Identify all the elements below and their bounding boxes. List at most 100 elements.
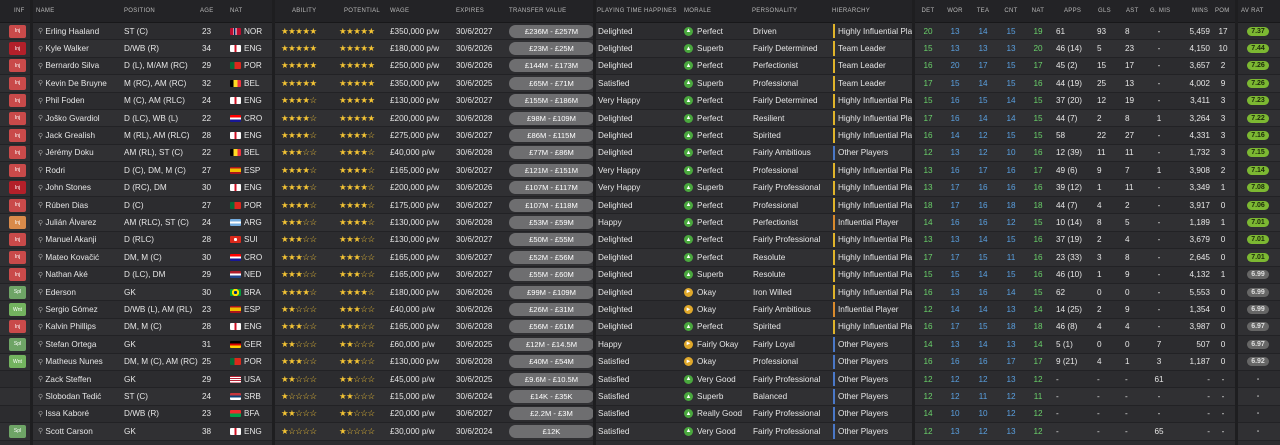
player-name[interactable]: Kevin De Bruyne <box>45 78 107 88</box>
player-name[interactable]: Phil Foden <box>45 96 85 106</box>
status-badge[interactable]: Inj <box>9 181 26 195</box>
player-name-cell[interactable]: ⚲ Zack Steffen <box>36 371 124 387</box>
player-name-cell[interactable]: ⚲ Jack Grealish <box>36 127 124 143</box>
status-badge[interactable]: Spl <box>9 424 26 438</box>
player-name[interactable]: Issa Kaboré <box>45 409 90 419</box>
table-row[interactable]: Wnt ⚲ Sergio Gómez D/WB (L), AM (RL) 23 … <box>0 301 1280 319</box>
col-apps-header[interactable]: APPS <box>1064 8 1082 14</box>
col-potential-header[interactable]: POTENTIAL <box>344 8 381 14</box>
table-row[interactable]: Inj ⚲ John Stones D (RC), DM 30 ENG ★★★★… <box>0 179 1280 197</box>
player-name[interactable]: Sergio Gómez <box>45 305 98 315</box>
player-name-cell[interactable]: ⚲ Mateo Kovačić <box>36 249 124 265</box>
player-name[interactable]: Ederson <box>45 287 76 297</box>
status-badge[interactable]: Inj <box>9 216 26 230</box>
player-name-cell[interactable]: ⚲ Bernardo Silva <box>36 58 124 74</box>
player-name-cell[interactable]: ⚲ Kyle Walker <box>36 40 124 56</box>
table-row[interactable]: Spl ⚲ Scott Carson GK 38 ENG ★☆☆☆☆ ★☆☆☆☆… <box>0 423 1280 441</box>
status-badge[interactable]: Inj <box>9 233 26 247</box>
table-row[interactable]: Inj ⚲ Manuel Akanji D (RLC) 28 SUI ★★★☆☆… <box>0 232 1280 250</box>
status-badge[interactable]: Inj <box>9 268 26 282</box>
player-name-cell[interactable]: ⚲ Rodri <box>36 162 124 178</box>
player-name[interactable]: Zack Steffen <box>45 374 92 384</box>
table-row[interactable]: Wnt ⚲ Matheus Nunes DM, M (C), AM (RC) 2… <box>0 353 1280 371</box>
player-name[interactable]: Kyle Walker <box>45 44 89 54</box>
col-personality-header[interactable]: PERSONALITY <box>752 8 798 14</box>
player-name[interactable]: Slobodan Tedić <box>45 392 102 402</box>
player-name[interactable]: Nathan Aké <box>45 270 88 280</box>
player-name[interactable]: Julián Álvarez <box>45 218 97 228</box>
table-row[interactable]: Inj ⚲ Phil Foden M (C), AM (RLC) 24 ENG … <box>0 93 1280 110</box>
table-row[interactable]: Inj ⚲ Rodri D (C), DM, M (C) 27 ESP ★★★★… <box>0 162 1280 180</box>
status-badge[interactable]: Inj <box>9 250 26 264</box>
col-avrat-header[interactable]: AV RAT <box>1241 8 1264 14</box>
col-gls-header[interactable]: GLS <box>1098 8 1111 14</box>
col-transfer-value-header[interactable]: TRANSFER VALUE <box>509 8 567 14</box>
col-hierarchy-header[interactable]: HIERARCHY <box>832 8 871 14</box>
player-name-cell[interactable]: ⚲ Sergio Gómez <box>36 301 124 317</box>
player-name[interactable]: Rúben Dias <box>45 200 89 210</box>
status-badge[interactable]: Inj <box>9 146 26 160</box>
table-row[interactable]: Inj ⚲ Jérémy Doku AM (RL), ST (C) 22 BEL… <box>0 144 1280 163</box>
player-name[interactable]: Kalvin Phillips <box>45 322 96 332</box>
status-badge[interactable]: Inj <box>9 198 26 212</box>
player-name-cell[interactable]: ⚲ Erling Haaland <box>36 23 124 39</box>
player-name-cell[interactable]: ⚲ Rúben Dias <box>36 197 124 213</box>
col-tea-header[interactable]: TEA <box>976 8 990 14</box>
player-name[interactable]: Scott Carson <box>45 426 93 436</box>
status-badge[interactable]: Inj <box>9 163 26 177</box>
col-det-header[interactable]: DET <box>921 8 935 14</box>
table-row[interactable]: Spl ⚲ Ederson GK 30 BRA ★★★★☆ ★★★★☆ £180… <box>0 284 1280 302</box>
table-row[interactable]: Inj ⚲ Kyle Walker D/WB (R) 34 ENG ★★★★★ … <box>0 40 1280 58</box>
col-position-header[interactable]: POSITION <box>124 8 156 14</box>
player-name-cell[interactable]: ⚲ Kalvin Phillips <box>36 319 124 335</box>
player-name[interactable]: Bernardo Silva <box>45 61 100 71</box>
col-inf-header[interactable]: INF <box>14 8 25 14</box>
status-badge[interactable]: Wnt <box>9 303 26 317</box>
status-badge[interactable]: Spl <box>9 285 26 299</box>
status-badge[interactable]: Inj <box>9 129 26 143</box>
table-row[interactable]: Inj ⚲ Rúben Dias D (C) 27 POR ★★★★☆ ★★★★… <box>0 197 1280 215</box>
col-expires-header[interactable]: EXPIRES <box>456 8 485 14</box>
col-morale-header[interactable]: MORALE <box>684 8 712 14</box>
player-name-cell[interactable]: ⚲ Ederson <box>36 284 124 300</box>
table-row[interactable]: Spl ⚲ Stefan Ortega GK 31 GER ★★☆☆☆ ★★☆☆… <box>0 336 1280 354</box>
table-row[interactable]: Inj ⚲ Joško Gvardiol D (LC), WB (L) 22 C… <box>0 110 1280 128</box>
player-name[interactable]: Jérémy Doku <box>45 148 94 158</box>
table-row[interactable]: ⚲ Issa Kaboré D/WB (R) 23 BFA ★★☆☆☆ ★★☆☆… <box>0 406 1280 424</box>
player-name-cell[interactable]: ⚲ Nathan Aké <box>36 267 124 283</box>
col-natt-header[interactable]: NAT <box>1031 8 1045 14</box>
table-row[interactable]: ⚲ Slobodan Tedić ST (C) 24 SRB ★☆☆☆☆ ★★☆… <box>0 388 1280 406</box>
player-name-cell[interactable]: ⚲ Issa Kaboré <box>36 406 124 422</box>
status-badge[interactable]: Inj <box>9 24 26 38</box>
col-cnt-header[interactable]: CNT <box>1004 8 1018 14</box>
player-name-cell[interactable]: ⚲ Scott Carson <box>36 423 124 439</box>
player-name[interactable]: Manuel Akanji <box>45 235 97 245</box>
player-name[interactable]: Mateo Kovačić <box>45 252 100 262</box>
table-row[interactable]: ⚲ Zack Steffen GK 29 USA ★★☆☆☆ ★★☆☆☆ £45… <box>0 371 1280 389</box>
status-badge[interactable]: Spl <box>9 337 26 351</box>
player-name[interactable]: Stefan Ortega <box>45 339 97 349</box>
player-name[interactable]: Jack Grealish <box>45 131 96 141</box>
status-badge[interactable]: Inj <box>9 42 26 56</box>
table-row[interactable]: Inj ⚲ Julián Álvarez AM (RLC), ST (C) 24… <box>0 214 1280 232</box>
col-pom-header[interactable]: POM <box>1215 8 1230 14</box>
player-name[interactable]: John Stones <box>45 183 91 193</box>
col-wor-header[interactable]: WOR <box>947 8 963 14</box>
player-name-cell[interactable]: ⚲ Stefan Ortega <box>36 336 124 352</box>
player-name-cell[interactable]: ⚲ Slobodan Tedić <box>36 388 124 404</box>
status-badge[interactable]: Inj <box>9 76 26 90</box>
status-badge[interactable]: Inj <box>9 111 26 125</box>
player-name[interactable]: Erling Haaland <box>45 26 100 36</box>
player-name[interactable]: Matheus Nunes <box>45 357 103 367</box>
status-badge[interactable]: Inj <box>9 320 26 334</box>
col-ability-header[interactable]: ABILITY <box>292 8 317 14</box>
col-gmis-header[interactable]: G. MIS <box>1150 8 1171 14</box>
player-name-cell[interactable]: ⚲ Phil Foden <box>36 93 124 109</box>
col-nat-header[interactable]: NAT <box>230 8 243 14</box>
player-name-cell[interactable]: ⚲ Jérémy Doku <box>36 145 124 161</box>
col-age-header[interactable]: AGE <box>200 8 214 14</box>
table-row[interactable]: Inj ⚲ Mateo Kovačić DM, M (C) 30 CRO ★★★… <box>0 249 1280 267</box>
table-row[interactable]: Inj ⚲ Nathan Aké D (LC), DM 29 NED ★★★☆☆… <box>0 267 1280 284</box>
col-mins-header[interactable]: MINS <box>1192 8 1209 14</box>
col-name-header[interactable]: NAME <box>36 8 55 14</box>
